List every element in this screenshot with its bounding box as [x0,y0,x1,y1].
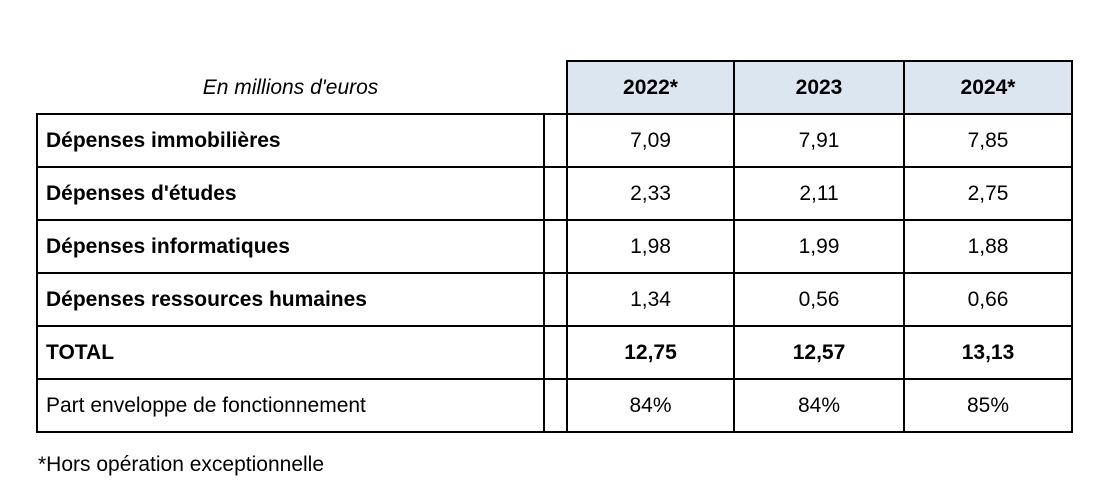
cell-value: 7,09 [566,113,735,168]
header-row: En millions d'euros 2022* 2023 2024* [37,60,1073,115]
row-spacer [544,325,567,380]
row-spacer [544,272,567,327]
table-row: Dépenses d'études 2,33 2,11 2,75 [36,166,1073,221]
cell-value: 2,75 [903,166,1073,221]
cell-value: 7,91 [733,113,905,168]
cell-value: 85% [903,378,1073,433]
cell-value: 84% [566,378,735,433]
unit-label: En millions d'euros [37,61,544,114]
row-label: Dépenses informatiques [36,219,545,274]
table-row: Dépenses informatiques 1,98 1,99 1,88 [36,219,1073,274]
row-spacer [544,219,567,274]
row-label: Part enveloppe de fonctionnement [36,378,545,433]
row-label: Dépenses d'études [36,166,545,221]
row-spacer [544,166,567,221]
footnote: *Hors opération exceptionnelle [38,453,325,476]
cell-value: 1,98 [566,219,735,274]
cell-value: 7,85 [903,113,1073,168]
column-header-2022: 2022* [566,60,735,115]
table-row: Dépenses immobilières 7,09 7,91 7,85 [36,113,1073,168]
header-spacer [544,61,567,114]
row-spacer [544,378,567,433]
row-label: Dépenses immobilières [36,113,545,168]
row-spacer [544,113,567,168]
expenses-table: En millions d'euros 2022* 2023 2024* Dép… [36,60,1073,433]
cell-value: 12,75 [566,325,735,380]
table-row: Dépenses ressources humaines 1,34 0,56 0… [36,272,1073,327]
cell-value: 0,66 [903,272,1073,327]
cell-value: 1,88 [903,219,1073,274]
cell-value: 1,34 [566,272,735,327]
column-header-2023: 2023 [733,60,905,115]
cell-value: 84% [733,378,905,433]
table-row: Part enveloppe de fonctionnement 84% 84%… [36,378,1073,433]
cell-value: 2,11 [733,166,905,221]
cell-value: 13,13 [903,325,1073,380]
total-row: TOTAL 12,75 12,57 13,13 [36,325,1073,380]
column-header-2024: 2024* [903,60,1073,115]
cell-value: 0,56 [733,272,905,327]
cell-value: 12,57 [733,325,905,380]
cell-value: 2,33 [566,166,735,221]
row-label: TOTAL [36,325,545,380]
row-label: Dépenses ressources humaines [36,272,545,327]
cell-value: 1,99 [733,219,905,274]
